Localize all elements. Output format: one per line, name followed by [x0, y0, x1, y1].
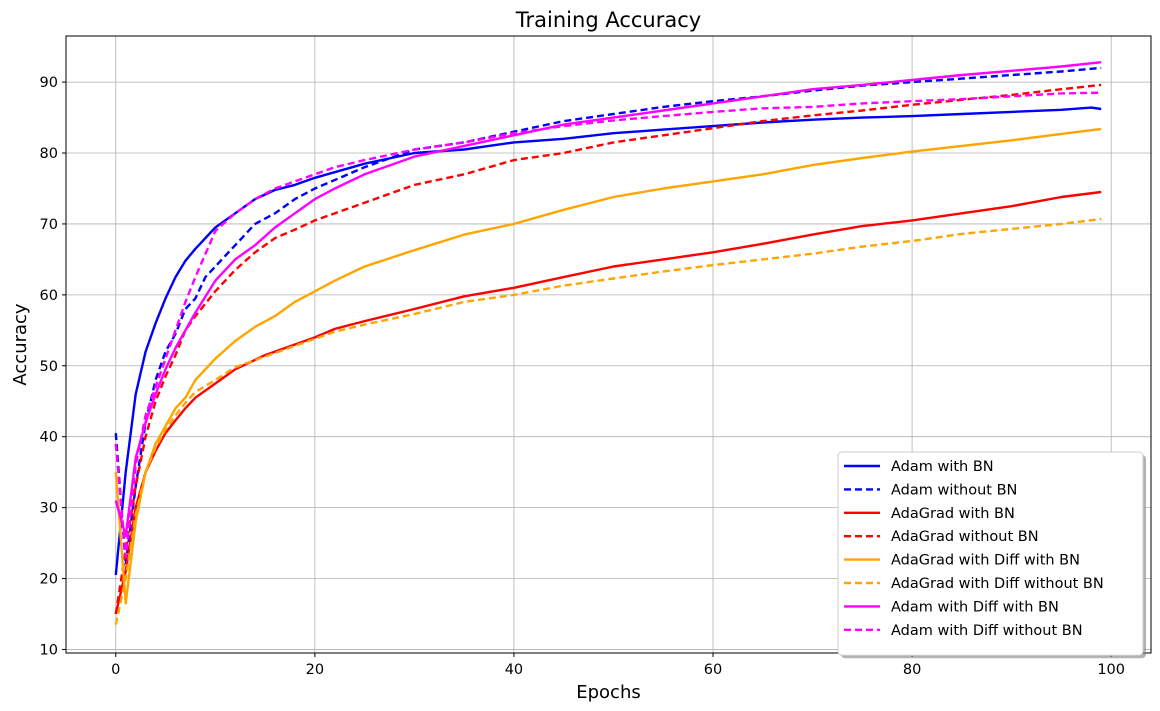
- x-tick-label: 60: [704, 662, 722, 678]
- y-axis-ticks: 10 20 30 40 50 60 70 80 90: [40, 75, 66, 658]
- y-tick-label: 50: [40, 359, 58, 375]
- series-line-adagrad-with-bn: [114, 190, 1102, 615]
- x-tick-label: 20: [306, 662, 324, 678]
- series-line-adam-with-bn: [114, 106, 1102, 576]
- y-tick-label: 70: [40, 217, 58, 233]
- legend-label: Adam with Diff with BN: [891, 599, 1059, 615]
- series-line-adam-with-diff-without-bn: [114, 91, 1102, 559]
- x-tick-label: 0: [111, 662, 120, 678]
- series-line-adagrad-with-diff-with-bn: [114, 127, 1102, 605]
- legend-label: AdaGrad with BN: [891, 506, 1015, 522]
- x-tick-label: 80: [903, 662, 921, 678]
- y-tick-label: 30: [40, 501, 58, 517]
- series-line-adam-with-diff-with-bn: [114, 61, 1102, 538]
- plot-frame: [65, 35, 1152, 654]
- legend-label: Adam with Diff without BN: [891, 623, 1083, 639]
- series-lines: [114, 61, 1102, 625]
- y-tick-label: 80: [40, 146, 58, 162]
- y-tick-label: 10: [40, 642, 58, 658]
- legend-label: Adam with BN: [891, 459, 994, 475]
- y-tick-label: 90: [40, 75, 58, 91]
- x-tick-label: 100: [1097, 662, 1125, 678]
- y-tick-label: 60: [40, 288, 58, 304]
- grid-lines: [66, 36, 1151, 653]
- x-axis-ticks: 0 20 40 60 80 100: [111, 653, 1125, 678]
- y-tick-label: 20: [40, 572, 58, 588]
- legend-box: [837, 451, 1144, 656]
- y-tick-label: 40: [40, 430, 58, 446]
- legend-label: AdaGrad with Diff with BN: [891, 553, 1080, 569]
- legend-label: Adam without BN: [891, 482, 1017, 498]
- x-tick-label: 40: [505, 662, 523, 678]
- series-line-adagrad-without-bn: [114, 83, 1102, 615]
- y-axis-label: Accuracy: [10, 303, 31, 386]
- series-line-adagrad-with-diff-without-bn: [114, 217, 1102, 625]
- x-axis-label: Epochs: [576, 682, 641, 703]
- chart-title: Training Accuracy: [515, 8, 701, 32]
- legend-label: AdaGrad with Diff without BN: [891, 576, 1104, 592]
- legend-label: AdaGrad without BN: [891, 529, 1039, 545]
- legend: Adam with BN Adam without BN AdaGrad with …: [837, 451, 1146, 659]
